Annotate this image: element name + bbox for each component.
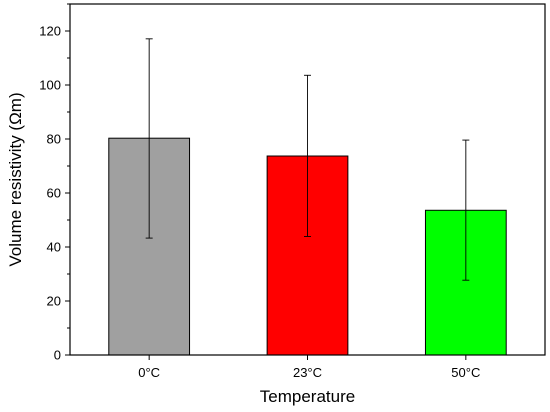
y-tick-label-6: 120 <box>39 24 61 39</box>
x-tick-label-0: 0°C <box>138 365 160 380</box>
x-tick-label-1: 23°C <box>293 365 322 380</box>
y-axis-title: Volume resistivity (Ωm) <box>6 92 25 266</box>
y-tick-label-1: 20 <box>47 294 61 309</box>
y-axis-ticks: 0 20 40 60 80 100 120 <box>39 3 70 363</box>
error-bars-group <box>145 38 470 281</box>
y-tick-label-3: 60 <box>47 186 61 201</box>
x-tick-label-2: 50°C <box>451 365 480 380</box>
y-tick-label-4: 80 <box>47 132 61 147</box>
x-axis-ticks: 0°C 23°C 50°C <box>138 355 480 380</box>
x-axis-title: Temperature <box>260 387 355 406</box>
y-tick-label-2: 40 <box>47 240 61 255</box>
y-tick-label-0: 0 <box>54 348 61 363</box>
y-tick-label-5: 100 <box>39 78 61 93</box>
